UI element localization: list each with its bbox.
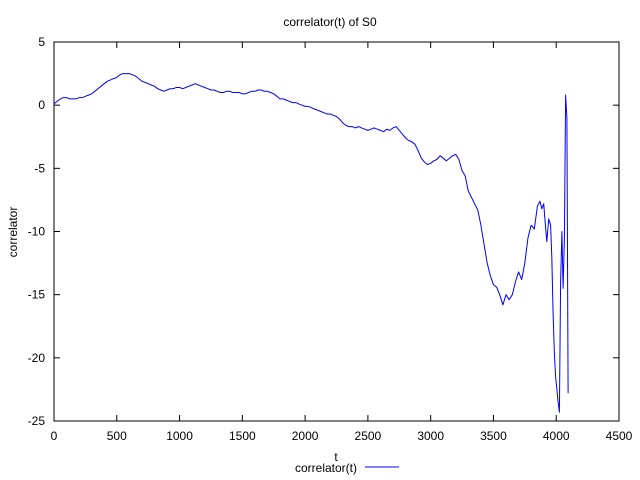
x-tick-label: 500 <box>107 429 127 443</box>
y-tick-label: 5 <box>38 35 45 49</box>
series-line-0 <box>53 73 569 413</box>
y-tick-label: -10 <box>28 225 46 239</box>
chart-title: correlator(t) of S0 <box>283 15 377 29</box>
y-tick-label: -5 <box>34 161 45 175</box>
y-tick-label: -20 <box>28 351 46 365</box>
y-axis-label: correlator <box>6 207 20 258</box>
x-tick-label: 0 <box>51 429 58 443</box>
legend-label: correlator(t) <box>295 461 357 475</box>
x-tick-label: 1000 <box>166 429 193 443</box>
x-tick-label: 3500 <box>480 429 507 443</box>
legend: correlator(t) <box>295 461 399 475</box>
x-tick-label: 2500 <box>355 429 382 443</box>
x-axis: 0 500 1000 1500 2000 2500 3000 3500 4000 4500 <box>51 42 633 443</box>
y-tick-label: -15 <box>28 288 46 302</box>
x-tick-label: 2000 <box>292 429 319 443</box>
plot-frame <box>53 41 620 422</box>
x-axis-label: t <box>334 450 338 464</box>
y-axis: 5 0 -5 -10 -15 -20 -25 <box>28 35 619 428</box>
series-layer <box>53 73 569 413</box>
x-tick-label: 4000 <box>543 429 570 443</box>
x-tick-label: 3000 <box>417 429 444 443</box>
y-tick-label: -25 <box>28 414 46 428</box>
x-tick-label: 4500 <box>606 429 633 443</box>
y-tick-label: 0 <box>38 98 45 112</box>
x-tick-label: 1500 <box>229 429 256 443</box>
